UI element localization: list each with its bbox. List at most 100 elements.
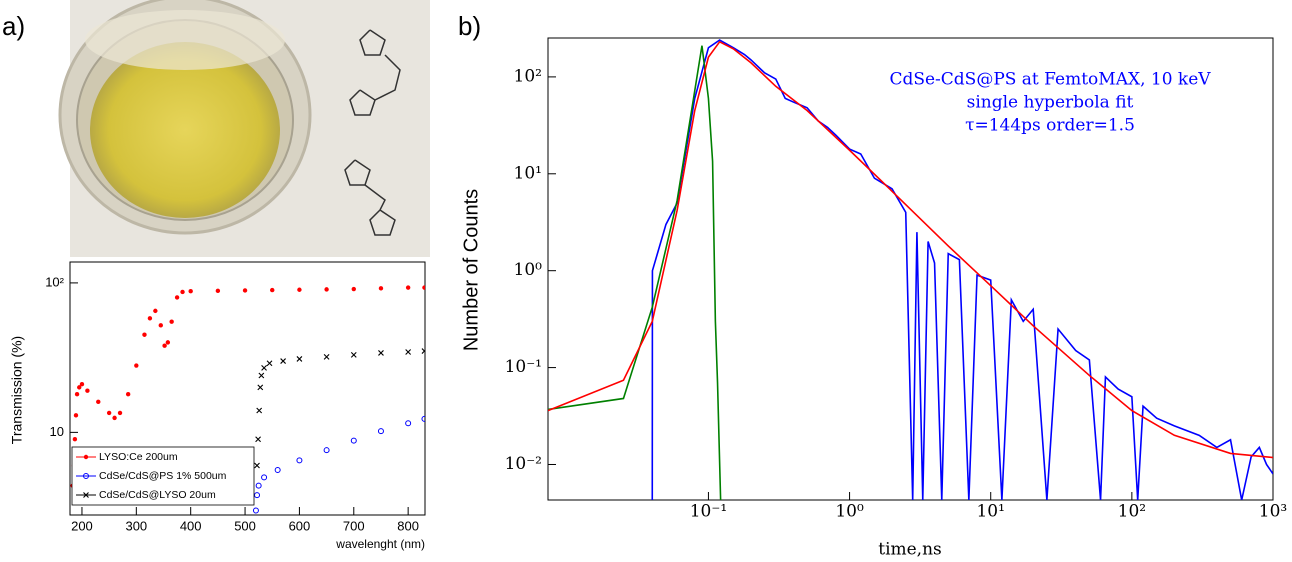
x-tick-label: 300 (125, 518, 147, 533)
marker (79, 382, 85, 387)
marker (255, 482, 262, 489)
marker (83, 473, 89, 479)
marker (83, 454, 89, 460)
x-tick-label: 10³ (1259, 502, 1287, 522)
marker (147, 316, 153, 321)
marker (255, 436, 261, 443)
marker (261, 365, 267, 371)
marker (174, 295, 180, 300)
x-tick-label: 500 (234, 518, 256, 533)
marker (188, 289, 193, 294)
x-tick-label: 10² (1118, 502, 1146, 522)
x-tick-label: 800 (397, 518, 419, 533)
photo (58, 0, 430, 257)
marker (165, 340, 171, 345)
marker (85, 388, 90, 393)
legend: LYSO:Ce 200um CdSe/CdS@PS 1% 500um CdSe/Cd… (71, 446, 255, 506)
data-line (548, 40, 1273, 459)
x-tick-label: 400 (180, 518, 202, 533)
marker (158, 323, 163, 328)
data-line (651, 39, 1273, 500)
marker (169, 319, 174, 324)
marker (405, 285, 411, 290)
marker (421, 415, 425, 422)
legend-label: CdSe/CdS@LYSO 20um (99, 489, 216, 501)
y-tick-label: 10⁻² (505, 454, 542, 474)
data-line (548, 45, 722, 500)
plot-frame (547, 37, 1274, 501)
annotation: single hyperbola fit (967, 93, 1134, 113)
marker (270, 287, 275, 293)
y-tick-label: 10⁰ (514, 260, 543, 280)
y-tick-label: 10¹ (514, 163, 542, 183)
annotation: τ=144ps order=1.5 (965, 116, 1135, 136)
marker (134, 363, 139, 368)
marker (351, 286, 356, 292)
x-axis-label: wavelenght (nm) (335, 537, 425, 551)
marker (324, 287, 329, 292)
marker (266, 360, 273, 367)
marker (421, 348, 425, 354)
marker (378, 286, 384, 291)
panel-label: a) (2, 11, 25, 41)
marker (280, 358, 286, 364)
marker (257, 384, 264, 391)
marker (96, 399, 101, 405)
y-tick-label: 10⁻¹ (505, 357, 542, 377)
x-tick-label: 700 (343, 518, 365, 533)
y-axis-label: Transmission (%) (9, 336, 25, 444)
legend-box (71, 446, 255, 506)
marker (180, 289, 185, 295)
marker (296, 457, 303, 464)
legend-label: LYSO:Ce 200um (99, 451, 178, 463)
marker (74, 392, 80, 397)
marker (378, 350, 384, 356)
x-tick-label: 10¹ (976, 502, 1004, 522)
marker (323, 353, 330, 360)
marker (405, 420, 412, 427)
marker (106, 410, 112, 416)
plot-area (548, 39, 1273, 500)
marker (422, 285, 425, 290)
y-tick-label: 10² (514, 66, 542, 86)
marker (405, 349, 412, 355)
y-axis-label: Number of Counts (460, 189, 482, 351)
marker (252, 507, 259, 514)
x-axis-label: time,ns (878, 540, 942, 560)
marker (72, 437, 78, 442)
annotation: CdSe-CdS@PS at FemtoMAX, 10 keV (889, 70, 1211, 90)
marker (323, 447, 330, 454)
chart: a) 200 300 400 500 600 700 800 10 10² Transmission… (2, 11, 426, 551)
marker (112, 415, 117, 421)
marker (242, 288, 248, 293)
marker (77, 385, 82, 390)
x-tick-label: 200 (71, 518, 93, 533)
marker (296, 356, 303, 362)
x-tick-label: 600 (289, 518, 311, 533)
marker (125, 392, 131, 397)
panel-label: b) (458, 11, 481, 41)
marker (350, 351, 357, 358)
plot-area (70, 285, 425, 514)
marker (254, 462, 260, 469)
y-tick-label: 10 (50, 424, 64, 439)
marker (261, 474, 268, 481)
marker (162, 343, 167, 348)
marker (117, 410, 123, 416)
marker (377, 428, 384, 435)
marker (254, 492, 261, 499)
plot-frame (69, 261, 426, 516)
marker (153, 308, 158, 314)
marker (297, 287, 302, 292)
marker (350, 437, 357, 444)
marker (215, 288, 221, 294)
marker (274, 467, 281, 474)
chart: b) 10⁻¹ 10⁰ 10¹ 10² 10³ 10⁻² 10⁻¹ 10⁰ 10¹ 10² Numbe… (458, 11, 1287, 560)
x-tick-label: 10⁻¹ (690, 502, 727, 522)
y-tick-label: 10² (45, 274, 64, 289)
marker (83, 492, 89, 498)
legend-label: CdSe/CdS@PS 1% 500um (99, 470, 227, 482)
marker (258, 372, 265, 379)
marker (73, 413, 79, 418)
